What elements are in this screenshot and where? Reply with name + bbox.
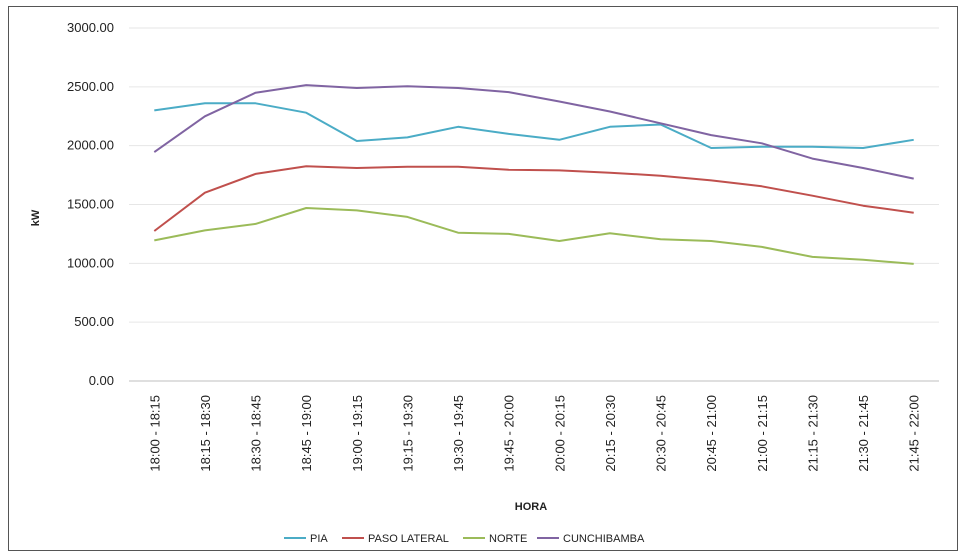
y-tick-label: 3000.00 <box>67 20 114 35</box>
y-tick-label: 0.00 <box>89 373 114 388</box>
x-tick-label: 20:15 - 20:30 <box>603 395 618 472</box>
x-tick-label: 19:45 - 20:00 <box>502 395 517 472</box>
x-tick-label: 19:00 - 19:15 <box>350 395 365 472</box>
x-tick-label: 21:15 - 21:30 <box>805 395 820 472</box>
x-tick-label: 18:00 - 18:15 <box>147 395 162 472</box>
x-tick-label: 21:30 - 21:45 <box>856 395 871 472</box>
y-axis-ticks: 0.00 500.00 1000.00 1500.00 2000.00 2500.00 30… <box>67 20 114 388</box>
series-line-cunchibamba <box>153 84 914 180</box>
y-tick-label: 2500.00 <box>67 79 114 94</box>
x-tick-label: 20:30 - 20:45 <box>654 395 669 472</box>
legend-label: NORTE <box>489 533 527 545</box>
x-tick-label: 21:45 - 22:00 <box>907 395 922 472</box>
gridlines <box>129 27 939 382</box>
legend-label: PIA <box>310 533 328 545</box>
series-line-norte <box>154 207 914 265</box>
legend: PIA PASO LATERAL NORTE CUNCHIBAMBA <box>284 533 645 545</box>
line-chart: 0.00 500.00 1000.00 1500.00 2000.00 2500.00 30… <box>30 20 939 545</box>
x-tick-label: 20:00 - 20:15 <box>552 395 567 472</box>
x-tick-label: 18:45 - 19:00 <box>299 395 314 472</box>
y-tick-label: 2000.00 <box>67 138 114 153</box>
series-line-pia <box>154 102 914 149</box>
x-axis-title: HORA <box>515 501 547 513</box>
x-axis-ticks: 18:00 - 18:15 18:15 - 18:30 18:30 - 18:45 1… <box>147 395 921 472</box>
series-line-paso-lateral <box>153 165 914 232</box>
x-tick-label: 18:30 - 18:45 <box>249 395 264 472</box>
y-tick-label: 1000.00 <box>67 255 114 270</box>
x-tick-label: 21:00 - 21:15 <box>755 395 770 472</box>
x-tick-label: 18:15 - 18:30 <box>198 395 213 472</box>
x-tick-label: 19:15 - 19:30 <box>400 395 415 472</box>
x-tick-label: 19:30 - 19:45 <box>451 395 466 472</box>
legend-label: PASO LATERAL <box>368 533 449 545</box>
y-axis-title: kW <box>30 209 42 226</box>
chart-frame: 0.00 500.00 1000.00 1500.00 2000.00 2500.00 30… <box>8 6 958 551</box>
series-lines <box>153 84 914 265</box>
y-tick-label: 1500.00 <box>67 197 114 212</box>
x-tick-label: 20:45 - 21:00 <box>704 395 719 472</box>
y-tick-label: 500.00 <box>74 314 114 329</box>
legend-label: CUNCHIBAMBA <box>563 533 645 545</box>
